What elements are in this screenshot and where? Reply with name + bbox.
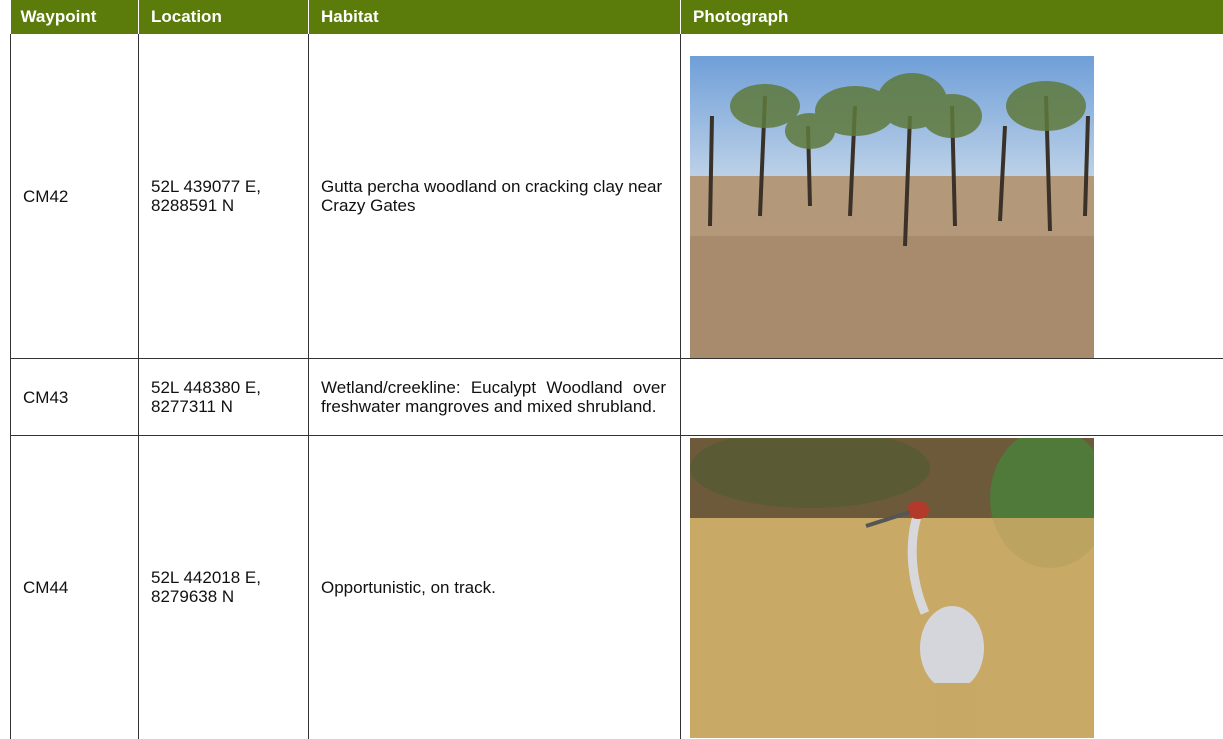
photo-cell: [681, 359, 1223, 436]
header-row: Waypoint Location Habitat Photograph: [11, 0, 1223, 34]
habitat: Gutta percha woodland on cracking clay n…: [309, 34, 681, 359]
photo-cell: [681, 436, 1223, 739]
row: CM44 52L 442018 E, 8279638 N Opportunist…: [11, 436, 1223, 739]
waypoint: CM43: [11, 359, 139, 436]
waypoint-table: Waypoint Location Habitat Photograph CM4…: [10, 0, 1223, 739]
photo-woodland: [690, 56, 1094, 358]
header-cell: Habitat: [309, 0, 681, 34]
habitat: Opportunistic, on track.: [309, 436, 681, 739]
waypoint: CM44: [11, 436, 139, 739]
location: 52L 439077 E, 8288591 N: [139, 34, 309, 359]
row: CM42 52L 439077 E, 8288591 N Gutta perch…: [11, 34, 1223, 359]
header-cell: Photograph: [681, 0, 1223, 34]
row: CM43 52L 448380 E, 8277311 N Wetland/cre…: [11, 359, 1223, 436]
header-cell: Location: [139, 0, 309, 34]
waypoint: CM42: [11, 34, 139, 359]
location: 52L 442018 E, 8279638 N: [139, 436, 309, 739]
photo-crane: [690, 438, 1094, 738]
header-cell: Waypoint: [11, 0, 139, 34]
photo-cell: [681, 34, 1223, 359]
location: 52L 448380 E, 8277311 N: [139, 359, 309, 436]
habitat: Wetland/creekline: Eucalypt Woodland ove…: [309, 359, 681, 436]
